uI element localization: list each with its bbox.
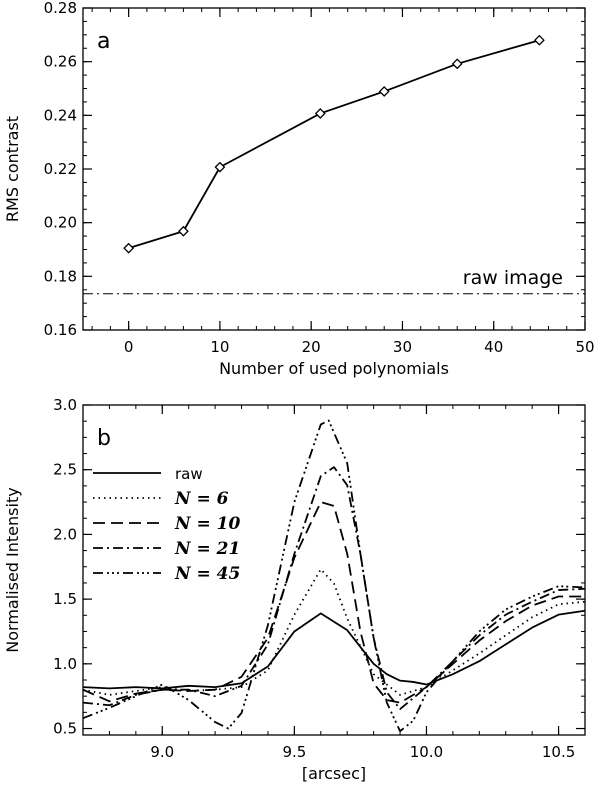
raw-image-label: raw image: [463, 267, 563, 289]
y-tick-label: 0.24: [44, 106, 77, 124]
diamond-marker: [177, 225, 189, 237]
x-tick-label: 50: [575, 338, 594, 356]
series-line-4: [83, 419, 585, 733]
x-tick-label: 40: [484, 338, 503, 356]
x-tick-label: 9.0: [150, 743, 174, 761]
y-tick-label: 1.0: [53, 655, 77, 673]
y-tick-label: 0.22: [44, 160, 77, 178]
diamond-marker: [378, 86, 390, 97]
y-tick-label: 2.0: [53, 525, 77, 543]
series-line-0: [83, 609, 585, 690]
y-tick-label: 0.5: [53, 720, 77, 738]
panel-letter: a: [97, 29, 110, 54]
x-tick-label: 10.5: [542, 743, 575, 761]
x-tick-label: 0: [124, 338, 134, 356]
y-tick-label: 2.5: [53, 461, 77, 479]
x-axis-label: Number of used polynomials: [219, 359, 449, 378]
legend-label-0: raw: [175, 465, 203, 483]
legend-label-2: N = 10: [174, 514, 240, 534]
x-tick-label: 20: [302, 338, 321, 356]
y-tick-label: 0.16: [44, 321, 77, 339]
y-tick-label: 0.28: [44, 0, 77, 17]
plot-area: [83, 419, 585, 733]
series-line-1: [83, 568, 585, 696]
x-tick-label: 10.0: [410, 743, 443, 761]
y-axis-label: RMS contrast: [3, 116, 22, 222]
diamond-marker: [314, 108, 326, 119]
diamond-marker: [533, 34, 545, 46]
y-tick-label: 1.5: [53, 590, 77, 608]
series-line-3: [83, 466, 585, 711]
x-tick-label: 30: [393, 338, 412, 356]
diamond-marker: [123, 242, 135, 254]
x-axis-label: [arcsec]: [302, 764, 366, 783]
x-tick-label: 10: [210, 338, 229, 356]
diamond-marker: [451, 58, 463, 70]
diamond-marker: [214, 161, 226, 173]
y-tick-label: 0.26: [44, 53, 77, 71]
panel-a-line-chart: 0 10 20 30 40 50 0.16 0.18 0.20 0.22 0.24 0.26 0.28 N…: [3, 0, 595, 378]
panel-b-intensity-profiles: 9.0 9.5 10.0 10.5 0.5 1.0 1.5 2.0 2.5 3.0 [arcsec]…: [3, 396, 586, 783]
panel-letter: b: [97, 426, 111, 451]
plot-area: [83, 34, 585, 295]
legend-label-4: N = 45: [174, 564, 240, 584]
y-tick-label: 3.0: [53, 396, 77, 414]
y-tick-label: 0.20: [44, 214, 77, 232]
rms-series-line: [128, 39, 540, 250]
plot-frame: [82, 404, 586, 736]
legend: raw N = 6 N = 10 N = 21 N = 45: [93, 465, 240, 584]
legend-label-1: N = 6: [174, 489, 229, 509]
y-tick-label: 0.18: [44, 267, 77, 285]
y-axis-label: Normalised Intensity: [3, 487, 22, 652]
legend-label-3: N = 21: [174, 539, 240, 559]
x-tick-label: 9.5: [282, 743, 306, 761]
series-line-2: [83, 501, 585, 704]
